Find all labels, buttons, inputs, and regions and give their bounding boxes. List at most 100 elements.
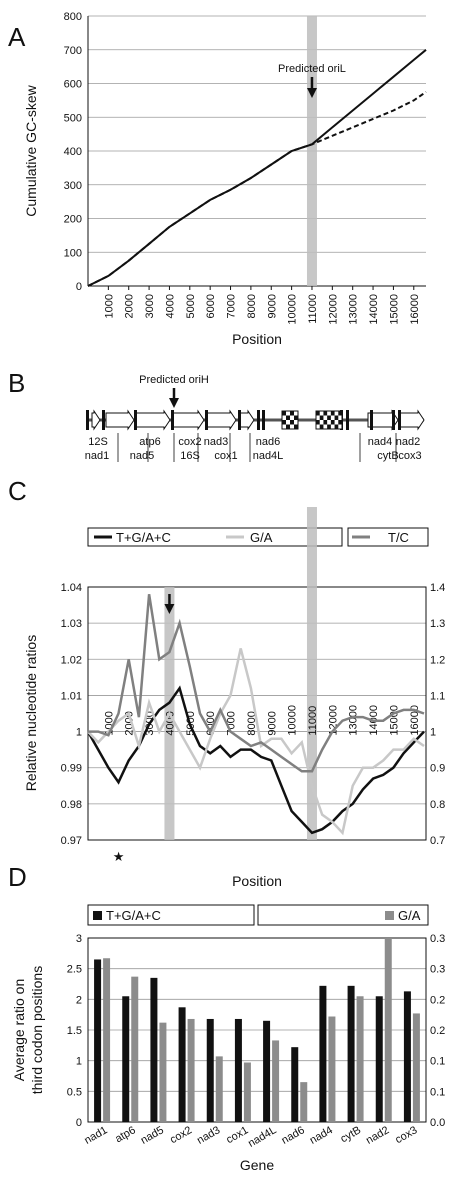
plot-frame: [87, 586, 427, 841]
y-axis-title: Relative nucleotide ratios: [23, 635, 39, 791]
y-tick-label: 100: [64, 247, 82, 259]
y-tick-label-right: 1.2: [430, 654, 445, 666]
checker-cell: [319, 424, 324, 429]
x-tick-label: 12000: [327, 294, 339, 325]
panel-letter-a: A: [8, 22, 26, 52]
x-tick-label: 10000: [287, 294, 299, 325]
y-axis-title-line2: third codon positions: [29, 966, 45, 1094]
y-axis-title-line1: Average ratio on: [11, 979, 27, 1081]
y-tick-label-right: 0.9: [430, 763, 445, 775]
y-tick-label-right: 0.1: [430, 1056, 445, 1068]
bar-ga: [103, 958, 111, 1122]
y-tick-label-left: 0: [76, 1117, 82, 1129]
x-tick-label: 13000: [348, 705, 360, 736]
checker-cell: [286, 415, 290, 420]
checker-cell: [316, 420, 320, 425]
bar-ga: [131, 976, 139, 1122]
category-label: nad5: [139, 1124, 166, 1147]
x-axis-title: Position: [232, 873, 282, 889]
legend-box-total: [87, 904, 255, 926]
gene-arrow: [105, 409, 135, 431]
checker-cell: [294, 415, 298, 420]
y-tick-label-right: 0.7: [430, 835, 445, 847]
bar-total: [150, 977, 158, 1122]
bar-total: [178, 1007, 186, 1122]
bar-ga: [243, 1062, 251, 1122]
gene-label-top: nad3: [204, 436, 228, 448]
category-label: cytB: [339, 1124, 364, 1145]
x-tick-label: 14000: [368, 294, 380, 325]
trna-mark: [392, 410, 395, 430]
trna-mark: [134, 410, 137, 430]
gene-label-top: cox2: [178, 436, 201, 448]
panel-letter-c: C: [8, 476, 27, 506]
y-tick-label-right: 0.0: [430, 1117, 445, 1129]
legend-label-ga: G/A: [398, 908, 421, 923]
checker-cell: [323, 420, 328, 425]
panel-d-chart: T+G/A+C G/A 0 0.0 0.5 0.1 1 0.1 1.5 0.2 2 0.2 2.5 0.3…: [11, 904, 445, 1173]
y-tick-label: 0: [76, 281, 82, 293]
gene-arrow: [399, 409, 425, 431]
gene-label-bottom: nad5: [130, 450, 154, 462]
gene-label-top: nad6: [256, 436, 280, 448]
category-label: nad1: [82, 1124, 109, 1147]
x-tick-label: 8000: [246, 294, 258, 318]
y-tick-label-left: 1: [76, 1056, 82, 1068]
bar-total: [375, 996, 383, 1122]
y-tick-label-right: 1.1: [430, 690, 445, 702]
checker-cell: [330, 420, 335, 425]
checker-cell: [334, 424, 339, 429]
checker-cell: [338, 411, 342, 416]
checker-cell: [327, 415, 331, 420]
y-tick-label: 300: [64, 180, 82, 192]
y-tick-label: 600: [64, 79, 82, 91]
bar-ga: [187, 1018, 195, 1122]
legend-box-main: [87, 527, 343, 547]
bar-total: [94, 959, 102, 1122]
checker-cell: [330, 411, 335, 416]
legend-label-total: T+G/A+C: [106, 908, 161, 923]
orih-annotation: Predicted oriH: [139, 374, 209, 386]
series-line-tgac: [86, 685, 425, 835]
checker-cell: [338, 420, 342, 425]
category-label: nad6: [280, 1124, 307, 1147]
y-tick-label-left: 2: [76, 994, 82, 1006]
star-marker: ★: [113, 849, 125, 864]
checker-cell: [286, 424, 290, 429]
checker-cell: [290, 420, 294, 425]
x-axis-title: Gene: [240, 1157, 274, 1173]
bar-ga: [159, 1022, 167, 1122]
gene-label-bottom: cytB: [377, 450, 398, 462]
oril-arrow-head: [307, 88, 317, 98]
x-tick-label: 13000: [348, 294, 360, 325]
panel-c-chart: T+G/A+C G/A T/C 0.97 0.98 0.99 1 1.01 1.02 1.03 1.…: [23, 507, 445, 889]
trna-mark: [398, 410, 401, 430]
x-tick-label: 7000: [226, 294, 238, 318]
category-label: nad2: [364, 1124, 391, 1147]
gene-arrow: [91, 409, 101, 431]
x-tick-label: 3000: [144, 294, 156, 318]
category-label: atp6: [113, 1124, 138, 1145]
legend-box-tc: [347, 527, 429, 547]
plot-frame: [87, 937, 427, 1123]
y-tick-label-right: 0.2: [430, 1025, 445, 1037]
bar-total: [263, 1020, 271, 1122]
panel-a-chart: 0 100 200 300 400 500 600 700 800 1000 2000 3000 400…: [23, 11, 427, 347]
y-tick-label-left: 1.5: [67, 1025, 82, 1037]
trna-mark: [257, 410, 260, 430]
category-label: cox2: [168, 1124, 194, 1146]
y-axis-title: Cumulative GC-skew: [23, 84, 39, 216]
y-tick-label-left: 3: [76, 933, 82, 945]
panel-letter-b: B: [8, 368, 25, 398]
legend-label-ga: G/A: [250, 530, 273, 545]
panel-b-gene-map: 12S atp6 cox2 nad3 nad6 nad4 nad2 nad1 nad5 16S co…: [85, 374, 425, 462]
trna-mark: [205, 410, 208, 430]
bar-ga: [384, 938, 392, 1122]
y-tick-label-left: 1: [76, 727, 82, 739]
bar-ga: [412, 1013, 420, 1122]
bar-total: [403, 991, 411, 1122]
legend-swatch-ga: [385, 911, 394, 920]
bar-total: [319, 985, 327, 1122]
x-axis-title: Position: [232, 331, 282, 347]
x-tick-label: 4000: [164, 294, 176, 318]
